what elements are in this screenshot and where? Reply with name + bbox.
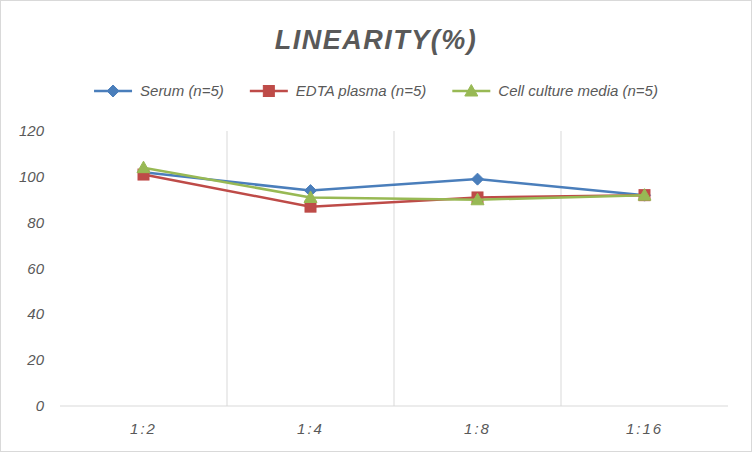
y-tick [56, 360, 60, 361]
title: LINEARITY(%) [275, 25, 478, 55]
legend-item: Serum (n=5) [94, 82, 224, 99]
y-tick-label: 120 [19, 122, 45, 139]
marker [638, 189, 651, 201]
grid-line [227, 131, 228, 406]
series-line [144, 175, 645, 207]
grid-line [561, 131, 562, 406]
legend-item: Cell culture media (n=5) [452, 82, 658, 99]
series-line [144, 172, 645, 195]
x-tick-label: 1:8 [464, 420, 491, 437]
marker [263, 86, 274, 97]
marker [639, 189, 651, 201]
y-tick-label: 0 [36, 397, 45, 414]
y-tick-label: 20 [26, 351, 44, 368]
x-tick-label: 1:4 [297, 420, 324, 437]
legend-label: Cell culture media (n=5) [498, 82, 658, 99]
y-tick-label: 100 [19, 168, 45, 185]
y-tick [56, 176, 60, 177]
y-tick-label: 60 [27, 260, 44, 277]
legend-label: Serum (n=5) [140, 82, 224, 99]
marker [107, 85, 119, 97]
marker [465, 85, 478, 97]
y-tick [56, 222, 60, 223]
x-tick-label: 1:2 [130, 420, 157, 437]
marker [471, 193, 484, 205]
legend-label: EDTA plasma (n=5) [296, 82, 426, 99]
y-tick [56, 314, 60, 315]
x-tick-label: 1:16 [626, 420, 663, 437]
legend-item: EDTA plasma (n=5) [250, 82, 426, 99]
legend: Serum (n=5) EDTA plasma (n=5) Cell culture… [94, 82, 658, 99]
y-tick-label: 40 [27, 305, 44, 322]
chart: LINEARITY(%) 0 20 40 60 80 100 120 1:2 1:4 1:8 1:16… [0, 0, 752, 452]
background [1, 1, 752, 452]
y-tick [56, 406, 60, 407]
y-tick [56, 131, 60, 132]
plot [137, 161, 651, 212]
y-tick-label: 80 [27, 214, 44, 231]
marker [304, 191, 317, 203]
marker [137, 161, 150, 173]
marker [472, 173, 484, 185]
series-line [144, 168, 645, 200]
grid-line [394, 131, 395, 406]
x-axis [60, 406, 728, 407]
marker [639, 190, 650, 201]
y-tick [56, 268, 60, 269]
